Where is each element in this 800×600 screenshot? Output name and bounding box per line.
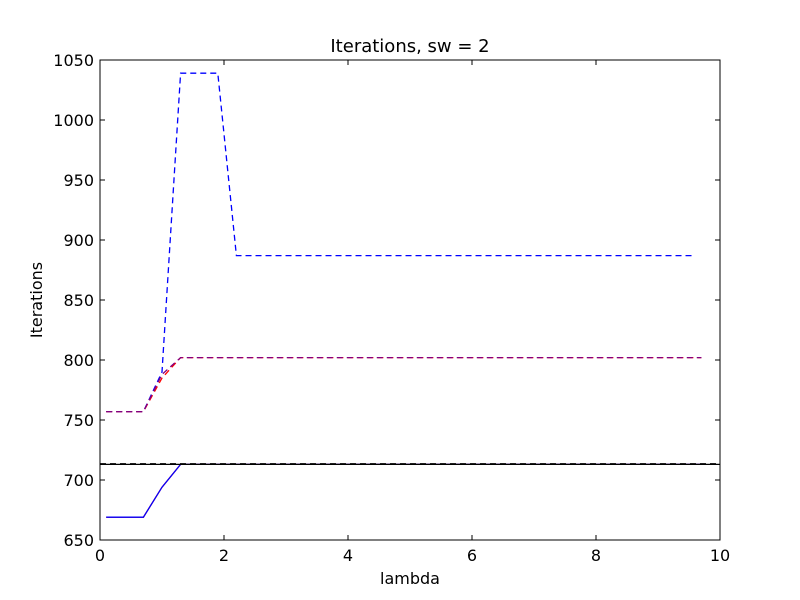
y-axis-label: Iterations — [27, 262, 46, 338]
series-line-3 — [106, 356, 702, 413]
y-tick-label: 800 — [63, 351, 94, 370]
x-tick-label: 2 — [219, 546, 229, 565]
y-tick-label: 700 — [63, 471, 94, 490]
plot-frame — [99, 59, 721, 541]
x-axis-label: lambda — [380, 569, 440, 588]
x-tick-label: 8 — [591, 546, 601, 565]
plot-area — [100, 60, 720, 540]
series-layer — [100, 72, 720, 518]
y-tick-label: 1050 — [53, 51, 94, 70]
y-tick-label: 850 — [63, 291, 94, 310]
tick-layer: 0 2 4 6 8 10 650 700 750 800 850 900 950 1000 1050 — [53, 51, 730, 565]
y-tick-label: 900 — [63, 231, 94, 250]
x-tick-label: 4 — [343, 546, 353, 565]
y-tick-label: 1000 — [53, 111, 94, 130]
series-line-1 — [106, 72, 696, 413]
y-tick-label: 750 — [63, 411, 94, 430]
x-tick-label: 10 — [710, 546, 730, 565]
chart-title: Iterations, sw = 2 — [330, 36, 489, 57]
y-tick-label: 950 — [63, 171, 94, 190]
y-tick-label: 650 — [63, 531, 94, 550]
x-tick-label: 0 — [95, 546, 105, 565]
x-tick-label: 6 — [467, 546, 477, 565]
